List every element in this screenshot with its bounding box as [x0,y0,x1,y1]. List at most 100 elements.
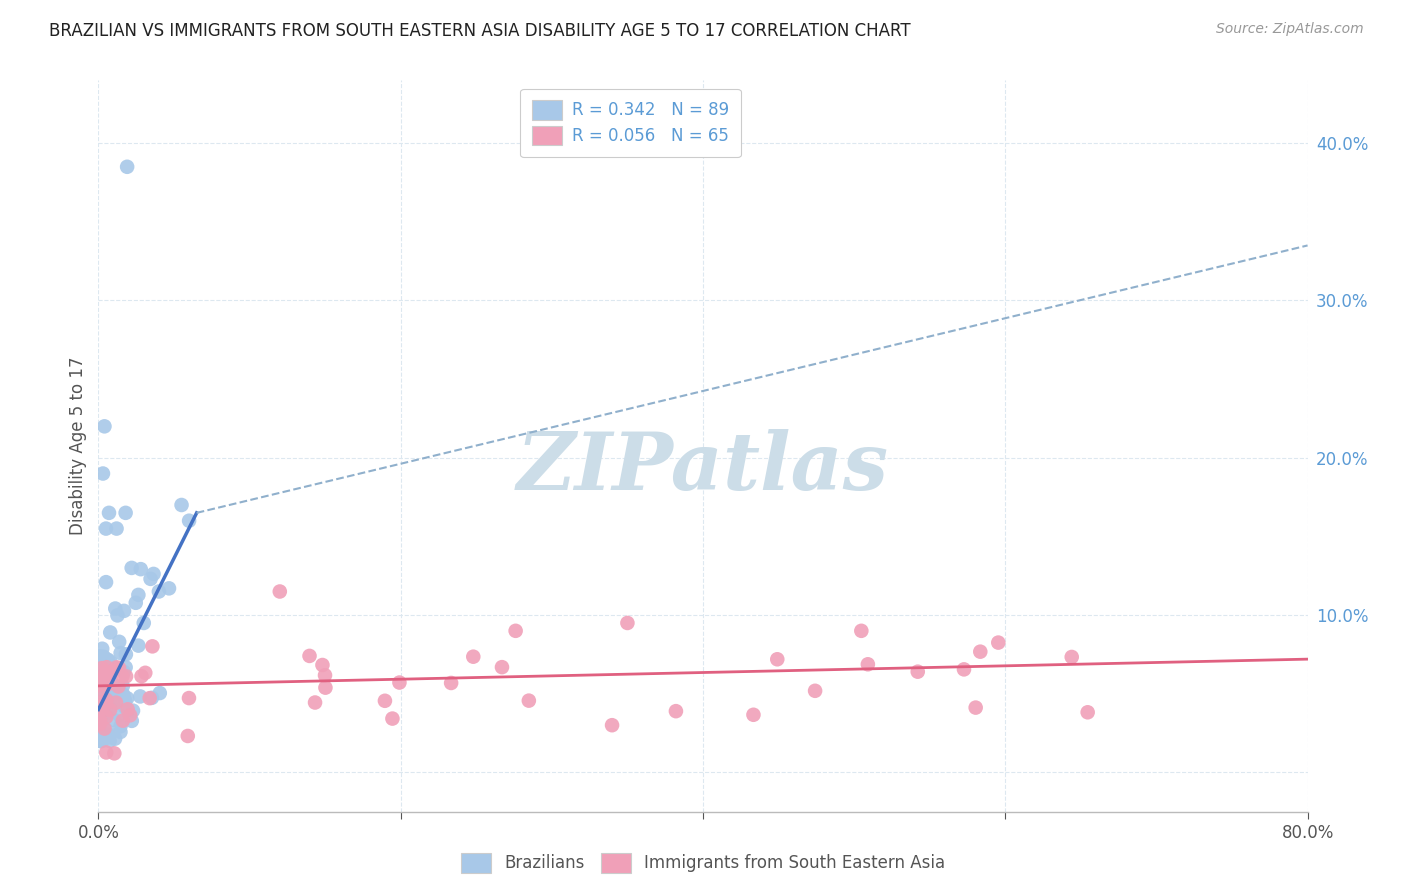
Point [107,608,129,623]
Point [129,690,152,704]
Point [104,684,127,698]
Point [89,702,111,716]
Point [91,667,114,681]
Point [91,684,114,698]
Point [114,506,136,520]
Point [105,660,128,674]
Point [907,665,929,679]
Point [91,682,114,697]
Point [112,688,135,702]
Point [505,624,527,638]
Point [463,649,485,664]
Point [93,419,115,434]
Point [121,714,143,728]
Point [108,661,131,675]
Point [856,657,879,672]
Point [121,561,143,575]
Point [269,584,291,599]
Point [851,624,873,638]
Point [111,669,134,683]
Point [89,717,111,731]
Point [89,723,111,738]
Point [120,708,142,723]
Point [381,712,404,726]
Point [96,660,118,674]
Point [314,668,336,682]
Point [98,703,121,717]
Point [314,681,336,695]
Point [127,588,149,602]
Point [953,662,976,676]
Text: ZIPatlas: ZIPatlas [517,429,889,507]
Point [93,673,115,688]
Point [1077,706,1099,720]
Point [125,596,148,610]
Point [1060,650,1083,665]
Point [110,719,132,733]
Point [804,683,827,698]
Point [110,646,132,660]
Point [105,522,128,536]
Point [89,683,111,698]
Point [89,704,111,718]
Point [89,698,111,713]
Point [104,694,127,708]
Point [517,693,540,707]
Point [104,601,127,615]
Point [93,649,115,664]
Point [100,656,122,670]
Point [100,673,122,687]
Point [97,724,120,739]
Point [89,696,111,710]
Point [97,731,120,745]
Point [93,698,115,712]
Point [132,615,155,630]
Point [91,694,114,708]
Point [100,665,122,679]
Point [94,667,117,681]
Point [110,725,132,739]
Point [97,677,120,691]
Point [139,572,162,586]
Point [148,584,170,599]
Point [111,714,134,728]
Point [104,731,127,746]
Text: Source: ZipAtlas.com: Source: ZipAtlas.com [1216,22,1364,37]
Point [103,747,125,761]
Point [94,575,117,590]
Point [114,693,136,707]
Point [96,674,118,689]
Point [89,714,111,729]
Point [94,693,117,707]
Point [90,661,112,675]
Point [103,713,125,727]
Point [93,698,115,712]
Point [89,734,111,748]
Point [91,467,114,481]
Point [94,703,117,717]
Point [298,648,321,663]
Point [89,699,111,714]
Point [179,514,201,528]
Point [100,698,122,713]
Point [90,675,112,690]
Point [115,160,138,174]
Point [96,706,118,721]
Point [766,652,789,666]
Point [616,615,638,630]
Point [90,679,112,693]
Point [138,691,160,706]
Point [142,566,165,581]
Point [112,665,135,679]
Point [89,729,111,743]
Point [115,691,138,706]
Point [90,734,112,748]
Point [96,693,118,707]
Point [98,659,121,673]
Point [96,746,118,760]
Point [177,729,200,743]
Point [89,673,111,688]
Point [111,679,134,693]
Point [94,673,117,688]
Point [987,635,1010,649]
